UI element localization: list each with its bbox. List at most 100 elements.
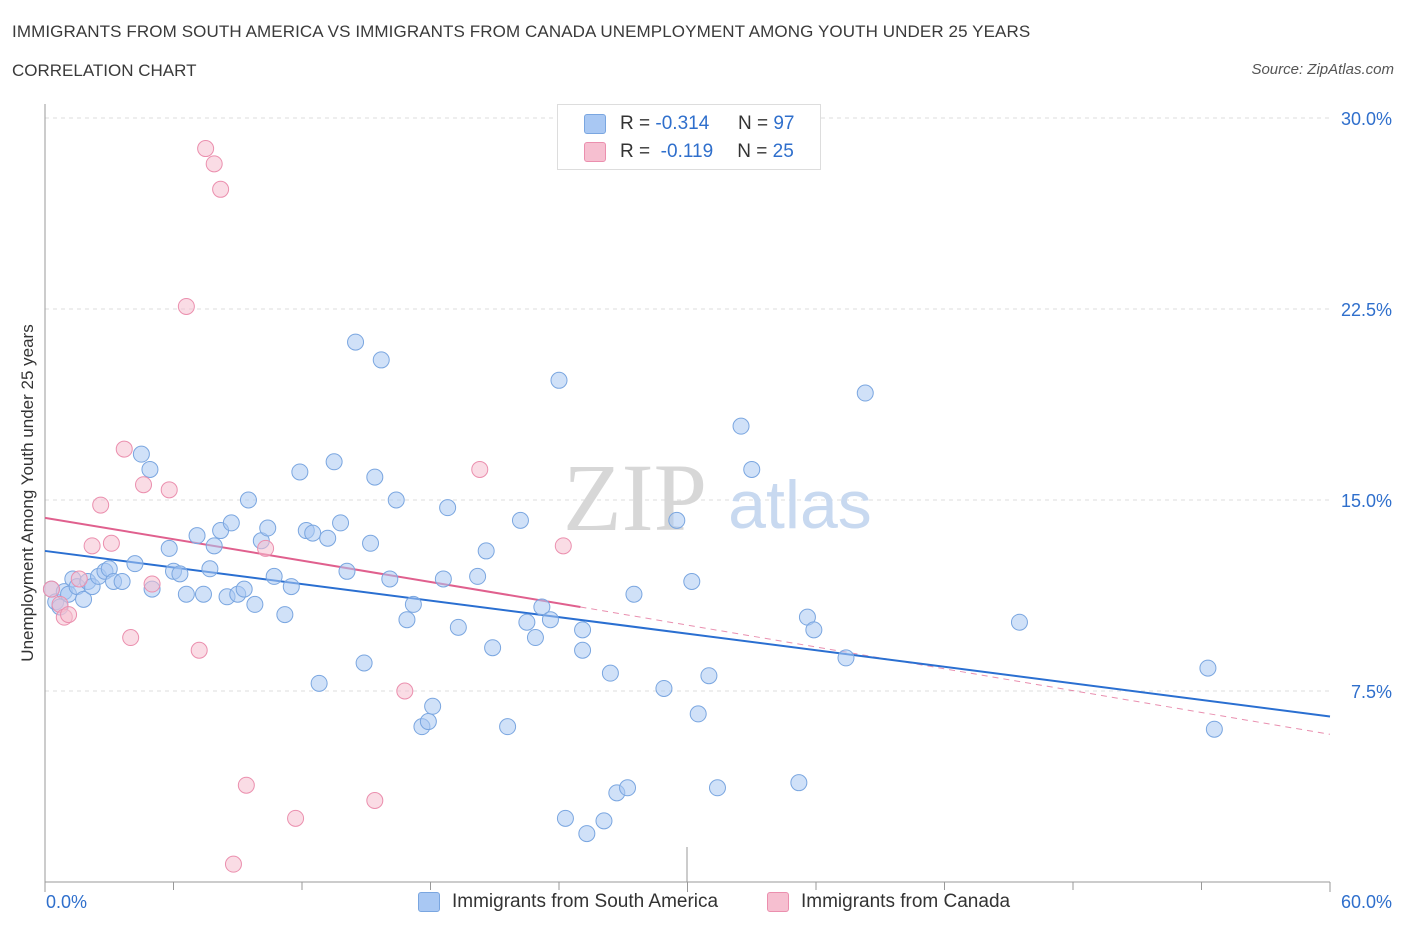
data-point-south-america	[194, 585, 212, 603]
legend-row-south-america: R = -0.314 N = 97	[584, 113, 794, 135]
data-point-south-america	[689, 705, 707, 723]
south-america-trend-line	[44, 549, 1331, 718]
data-point-south-america	[113, 572, 131, 590]
legend-r-value: -0.119	[660, 141, 714, 162]
legend-n-value: 97	[773, 113, 795, 134]
data-point-south-america	[578, 825, 596, 843]
data-point-south-america	[526, 629, 544, 647]
data-point-south-america	[484, 639, 502, 657]
data-point-south-america	[235, 580, 253, 598]
data-point-canada	[471, 460, 489, 478]
legend-swatch-pink	[584, 142, 606, 162]
data-point-south-america	[338, 562, 356, 580]
legend-r-value: -0.314	[655, 113, 710, 134]
legend-swatch-blue	[584, 114, 606, 134]
data-point-south-america	[511, 511, 529, 529]
data-point-canada	[287, 809, 305, 827]
data-point-canada	[143, 575, 161, 593]
data-point-south-america	[449, 618, 467, 636]
data-point-south-america	[387, 491, 405, 509]
data-point-south-america	[177, 585, 195, 603]
y-tick-label: 7.5%	[1351, 682, 1392, 702]
correlation-legend: R = -0.314 N = 97 R = -0.119 N = 25	[557, 104, 821, 170]
data-point-south-america	[355, 654, 373, 672]
data-point-south-america	[282, 578, 300, 596]
data-point-south-america	[477, 542, 495, 560]
data-point-canada	[197, 140, 215, 158]
axes	[44, 104, 1331, 892]
data-point-canada	[257, 539, 275, 557]
data-point-south-america	[668, 511, 686, 529]
data-point-south-america	[595, 812, 613, 830]
legend-n-value: 25	[772, 141, 794, 162]
data-point-south-america	[533, 598, 551, 616]
source-label: Source: ZipAtlas.com	[1251, 61, 1394, 78]
data-point-canada	[70, 570, 88, 588]
data-point-south-america	[619, 779, 637, 797]
data-point-south-america	[132, 445, 150, 463]
data-point-canada	[177, 297, 195, 315]
chart-title: IMMIGRANTS FROM SOUTH AMERICA VS IMMIGRA…	[12, 22, 1031, 41]
bottom-legend-south-america: Immigrants from South America	[418, 889, 718, 915]
data-point-south-america	[141, 460, 159, 478]
data-point-canada	[396, 682, 414, 700]
data-point-south-america	[805, 621, 823, 639]
data-point-south-america	[790, 774, 808, 792]
data-point-south-america	[439, 499, 457, 517]
data-point-south-america	[1205, 720, 1223, 738]
data-point-south-america	[743, 460, 761, 478]
data-point-south-america	[601, 664, 619, 682]
data-point-canada	[366, 792, 384, 810]
legend-r-label: R =	[620, 113, 651, 134]
data-point-south-america	[381, 570, 399, 588]
data-point-canada	[122, 629, 140, 647]
data-point-canada	[224, 855, 242, 873]
data-point-canada	[42, 580, 60, 598]
chart-subtitle: CORRELATION CHART	[12, 61, 197, 80]
data-point-south-america	[556, 809, 574, 827]
x-tick-label: 60.0%	[1341, 892, 1392, 912]
data-point-canada	[115, 440, 133, 458]
gridlines	[45, 117, 1330, 692]
data-point-south-america	[1199, 659, 1217, 677]
data-point-south-america	[398, 611, 416, 629]
data-point-south-america	[683, 572, 701, 590]
data-point-south-america	[310, 674, 328, 692]
data-point-south-america	[550, 371, 568, 389]
data-point-south-america	[837, 649, 855, 667]
series-south-america	[42, 333, 1223, 843]
data-point-south-america	[700, 667, 718, 685]
data-point-south-america	[265, 567, 283, 585]
data-point-south-america	[304, 524, 322, 542]
data-point-south-america	[366, 468, 384, 486]
bottom-legend-label: Immigrants from South America	[452, 891, 719, 912]
data-point-canada	[160, 481, 178, 499]
data-point-canada	[83, 537, 101, 555]
canada-trend-extension	[580, 606, 1331, 735]
y-axis-label: Unemployment Among Youth under 25 years	[18, 324, 37, 662]
data-point-south-america	[499, 718, 517, 736]
legend-swatch-blue	[418, 892, 440, 912]
tick-labels: 7.5% 15.0% 22.5% 30.0% 0.0% 60.0%	[46, 109, 1392, 912]
series-canada	[42, 140, 572, 873]
data-point-south-america	[171, 565, 189, 583]
data-point-south-america	[856, 384, 874, 402]
data-point-south-america	[126, 555, 144, 573]
data-point-canada	[212, 180, 230, 198]
data-point-south-america	[347, 333, 365, 351]
data-point-south-america	[246, 595, 264, 613]
legend-n-label: N =	[737, 141, 768, 162]
data-point-south-america	[434, 570, 452, 588]
data-point-south-america	[424, 697, 442, 715]
bottom-legend-label: Immigrants from Canada	[801, 891, 1011, 912]
data-point-canada	[60, 606, 78, 624]
data-point-south-america	[201, 560, 219, 578]
data-point-south-america	[362, 534, 380, 552]
data-point-south-america	[259, 519, 277, 537]
data-point-south-america	[625, 585, 643, 603]
legend-swatch-pink	[767, 892, 789, 912]
data-point-south-america	[239, 491, 257, 509]
data-point-south-america	[188, 527, 206, 545]
data-point-canada	[92, 496, 110, 514]
